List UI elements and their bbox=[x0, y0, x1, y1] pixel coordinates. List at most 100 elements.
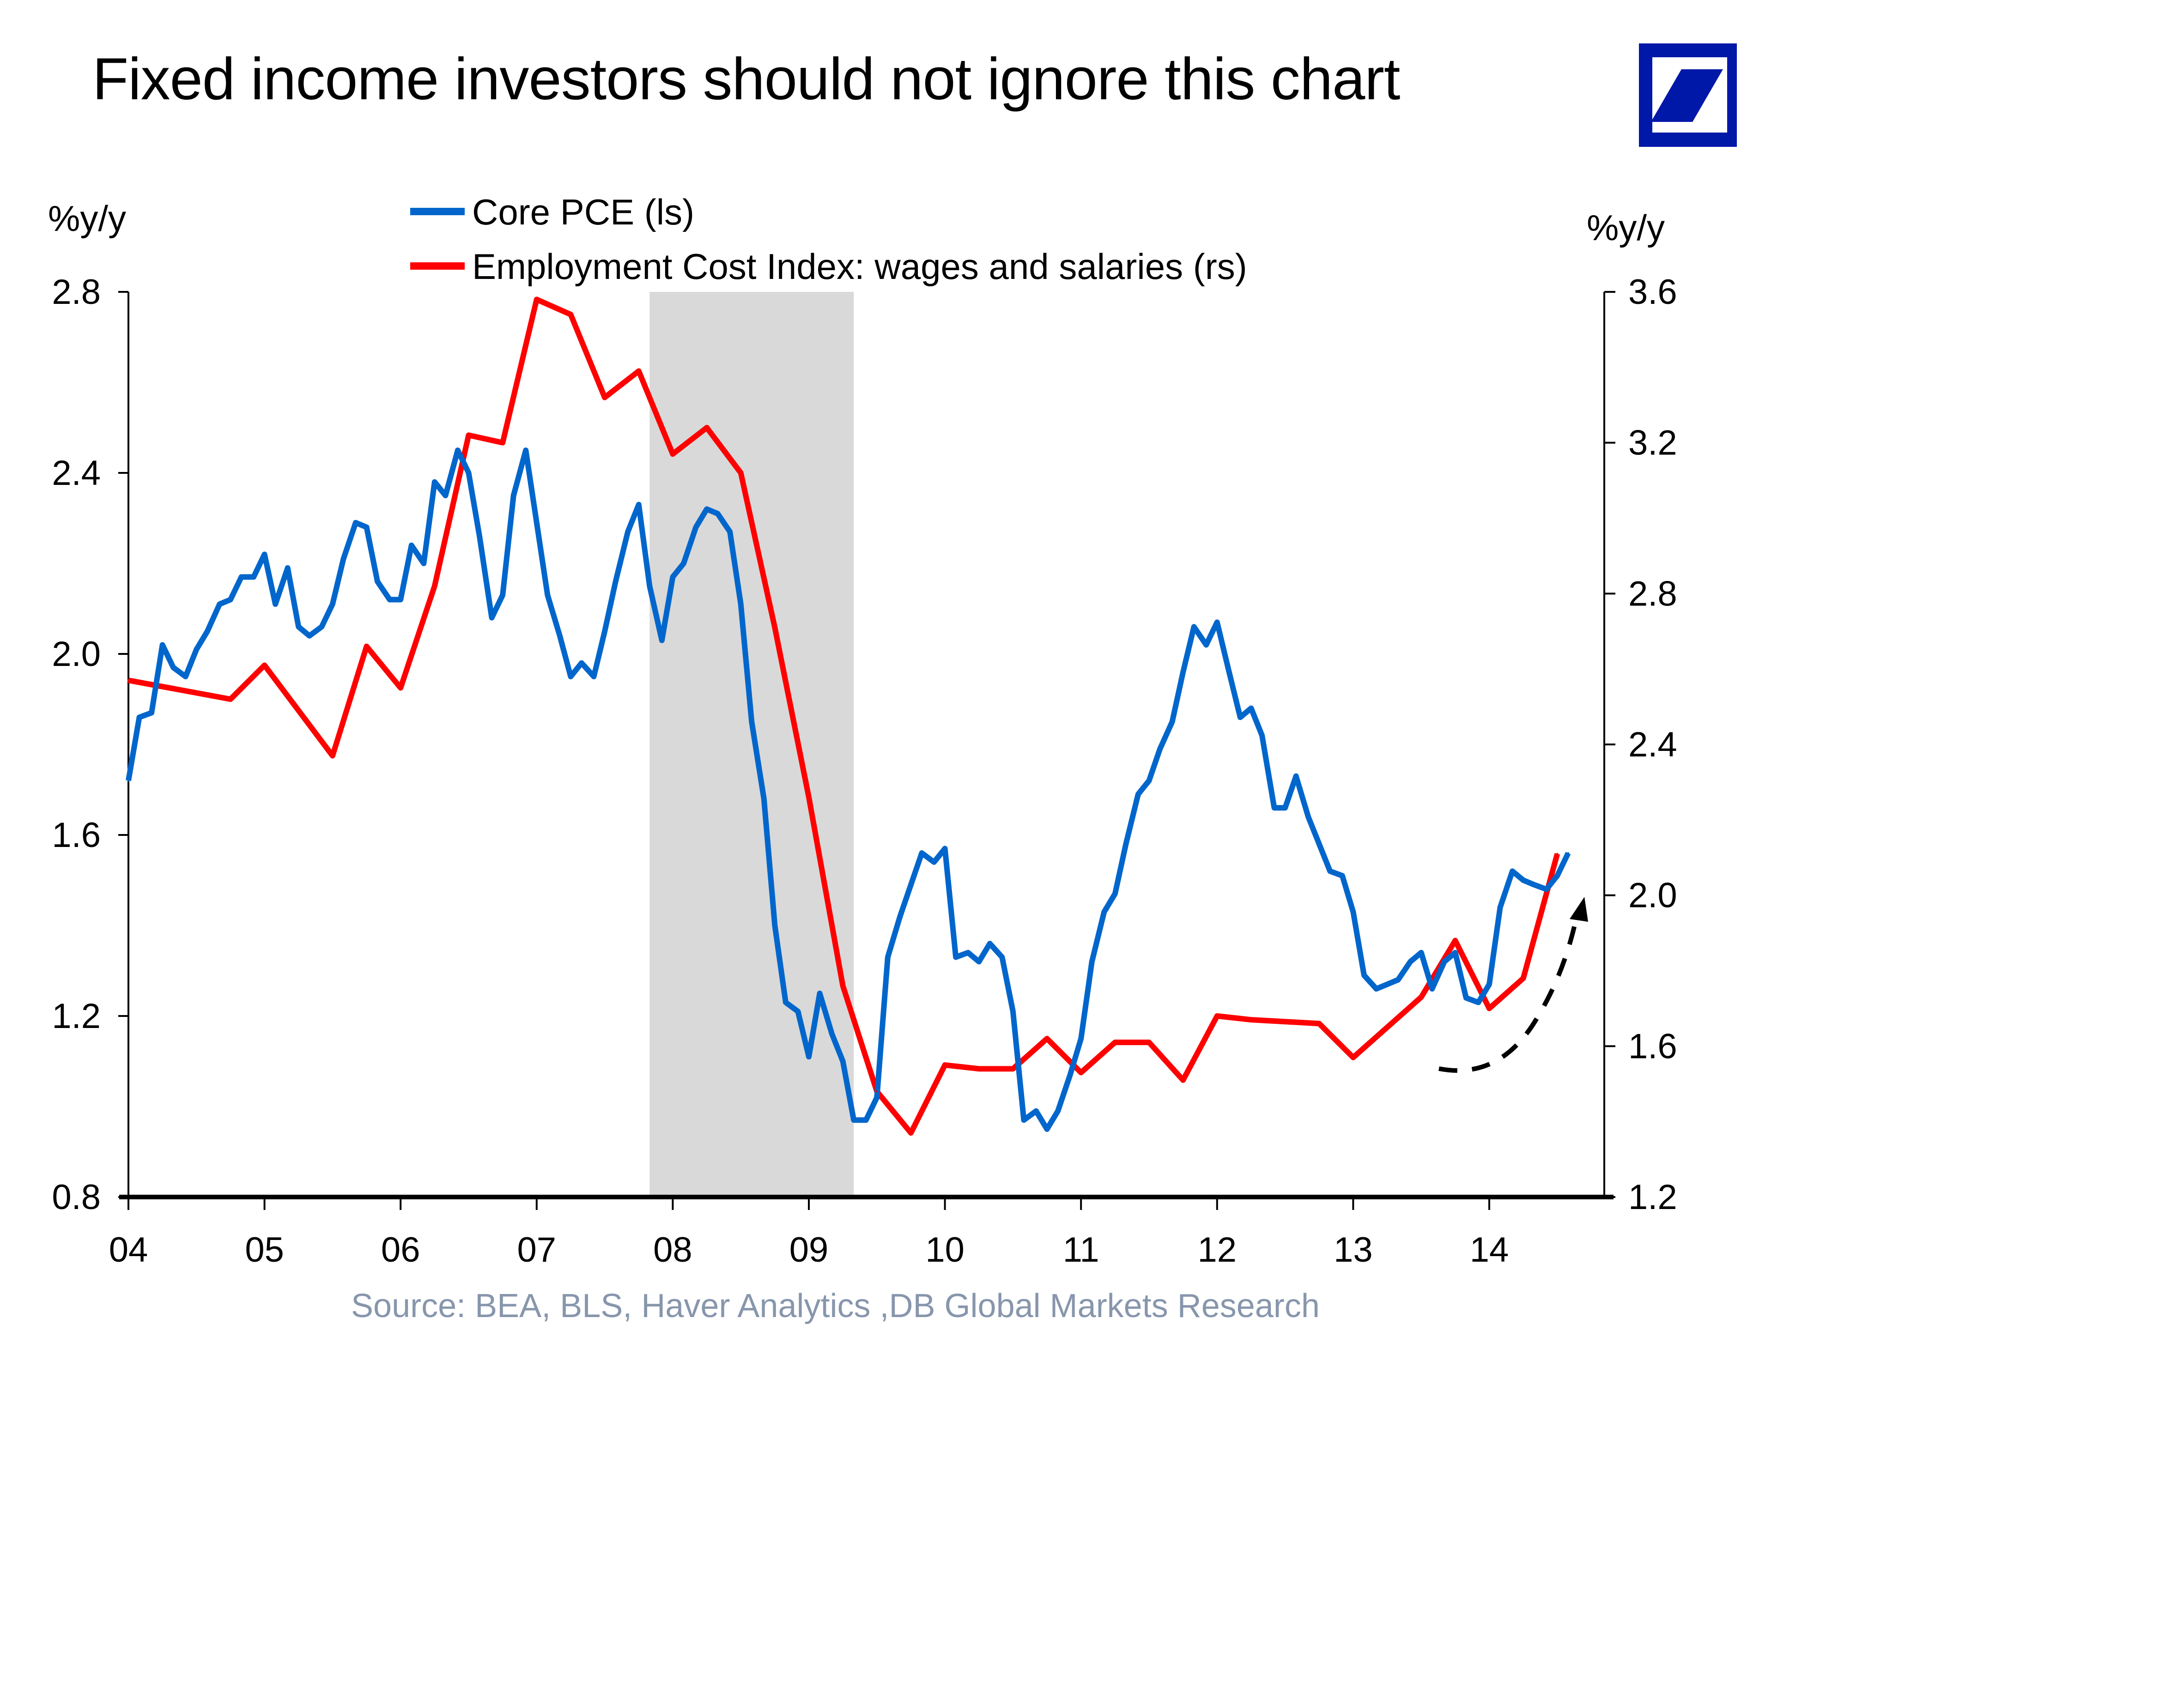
data-point-core-pce bbox=[433, 481, 436, 483]
data-point-core-pce bbox=[558, 635, 561, 637]
data-point-eci bbox=[263, 664, 266, 666]
series-line-core-pce bbox=[126, 447, 1571, 1132]
data-point-eci bbox=[1250, 1019, 1252, 1021]
data-point-eci bbox=[1352, 1056, 1354, 1058]
data-point-core-pce bbox=[944, 847, 946, 850]
data-point-core-pce bbox=[1375, 988, 1377, 990]
data-point-core-pce bbox=[886, 956, 889, 958]
data-point-core-pce bbox=[1012, 1010, 1014, 1013]
data-point-core-pce bbox=[444, 495, 447, 496]
data-point-core-pce bbox=[1431, 988, 1433, 990]
data-point-core-pce bbox=[1307, 816, 1310, 818]
data-point-core-pce bbox=[1148, 780, 1150, 782]
data-point-core-pce bbox=[614, 580, 617, 583]
data-point-core-pce bbox=[853, 1119, 855, 1121]
data-point-core-pce bbox=[423, 562, 425, 564]
data-point-core-pce bbox=[161, 644, 164, 646]
data-point-eci bbox=[604, 396, 606, 399]
x-tick-label: 09 bbox=[789, 1230, 829, 1270]
left-tick-label: 2.0 bbox=[52, 635, 101, 674]
data-point-core-pce bbox=[479, 535, 481, 538]
data-point-core-pce bbox=[525, 449, 527, 451]
data-point-core-pce bbox=[1409, 961, 1412, 963]
data-point-core-pce bbox=[1114, 893, 1116, 895]
data-point-core-pce bbox=[138, 716, 140, 719]
data-point-core-pce bbox=[1556, 875, 1559, 877]
right-tick-label: 1.2 bbox=[1628, 1178, 1677, 1217]
data-point-core-pce bbox=[842, 1060, 844, 1062]
data-point-core-pce bbox=[1488, 983, 1490, 986]
data-point-core-pce bbox=[627, 531, 629, 533]
right-tick-label: 2.0 bbox=[1628, 876, 1677, 915]
data-point-core-pce bbox=[899, 915, 901, 918]
data-point-core-pce bbox=[1046, 1128, 1048, 1130]
data-point-eci bbox=[229, 698, 231, 700]
axes bbox=[118, 291, 1615, 1210]
data-point-core-pce bbox=[172, 666, 175, 669]
data-point-core-pce bbox=[1227, 666, 1229, 669]
data-point-core-pce bbox=[1091, 961, 1093, 963]
data-point-core-pce bbox=[1057, 1110, 1059, 1112]
x-tick-label: 11 bbox=[1063, 1230, 1099, 1270]
data-point-core-pce bbox=[682, 562, 685, 564]
data-point-core-pce bbox=[400, 599, 402, 601]
left-tick-label: 1.6 bbox=[52, 816, 101, 855]
data-point-core-pce bbox=[695, 526, 697, 528]
data-point-eci bbox=[127, 679, 129, 682]
legend-swatch-core-pce bbox=[410, 208, 465, 215]
data-point-core-pce bbox=[1499, 906, 1501, 908]
data-point-core-pce bbox=[1103, 911, 1105, 913]
data-point-core-pce bbox=[978, 961, 980, 963]
data-point-core-pce bbox=[297, 626, 300, 628]
data-point-core-pce bbox=[1023, 1119, 1025, 1121]
data-point-eci bbox=[1012, 1068, 1014, 1070]
data-point-core-pce bbox=[151, 712, 153, 714]
data-point-core-pce bbox=[1159, 748, 1161, 750]
data-point-eci bbox=[1114, 1041, 1116, 1044]
data-point-core-pce bbox=[865, 1119, 867, 1121]
data-point-core-pce bbox=[1295, 775, 1297, 777]
data-point-core-pce bbox=[797, 1010, 799, 1013]
data-point-core-pce bbox=[263, 553, 266, 556]
data-point-core-pce bbox=[1477, 1001, 1480, 1004]
right-tick-label: 3.2 bbox=[1628, 423, 1677, 463]
data-point-core-pce bbox=[456, 449, 459, 451]
data-point-eci bbox=[365, 645, 368, 647]
data-point-eci bbox=[944, 1064, 946, 1066]
data-point-core-pce bbox=[546, 594, 549, 596]
data-point-core-pce bbox=[1216, 621, 1218, 623]
logo-slash bbox=[1651, 69, 1723, 122]
x-tick-label: 04 bbox=[109, 1230, 148, 1270]
left-axis-unit: %y/y bbox=[48, 198, 126, 239]
right-tick-label: 3.6 bbox=[1628, 272, 1677, 312]
data-point-core-pce bbox=[933, 861, 935, 863]
data-point-core-pce bbox=[716, 513, 719, 515]
data-point-core-pce bbox=[1035, 1110, 1037, 1112]
x-tick-label: 08 bbox=[653, 1230, 692, 1270]
data-point-core-pce bbox=[1522, 879, 1524, 881]
data-point-core-pce bbox=[819, 992, 821, 994]
data-point-core-pce bbox=[1465, 997, 1467, 999]
data-point-core-pce bbox=[1397, 979, 1399, 981]
data-point-eci bbox=[1556, 853, 1559, 855]
data-point-eci bbox=[978, 1068, 980, 1070]
data-point-core-pce bbox=[491, 617, 493, 619]
left-tick-label: 2.4 bbox=[52, 454, 101, 493]
data-point-core-pce bbox=[127, 780, 129, 782]
source-note: Source: BEA, BLS, Haver Analytics ,DB Gl… bbox=[351, 1288, 1320, 1324]
data-point-eci bbox=[1080, 1071, 1082, 1074]
legend-label-core-pce: Core PCE (ls) bbox=[472, 192, 694, 232]
left-tick-label: 0.8 bbox=[52, 1178, 101, 1217]
data-point-core-pce bbox=[661, 639, 663, 641]
data-point-core-pce bbox=[376, 580, 379, 583]
data-point-core-pce bbox=[784, 1001, 787, 1004]
data-point-core-pce bbox=[921, 852, 923, 854]
data-point-core-pce bbox=[1284, 807, 1286, 809]
data-point-core-pce bbox=[672, 576, 674, 578]
data-point-core-pce bbox=[910, 883, 912, 886]
data-point-core-pce bbox=[240, 576, 243, 578]
x-tick-label: 10 bbox=[925, 1230, 965, 1270]
data-point-core-pce bbox=[955, 956, 957, 958]
data-point-eci bbox=[1148, 1041, 1150, 1044]
